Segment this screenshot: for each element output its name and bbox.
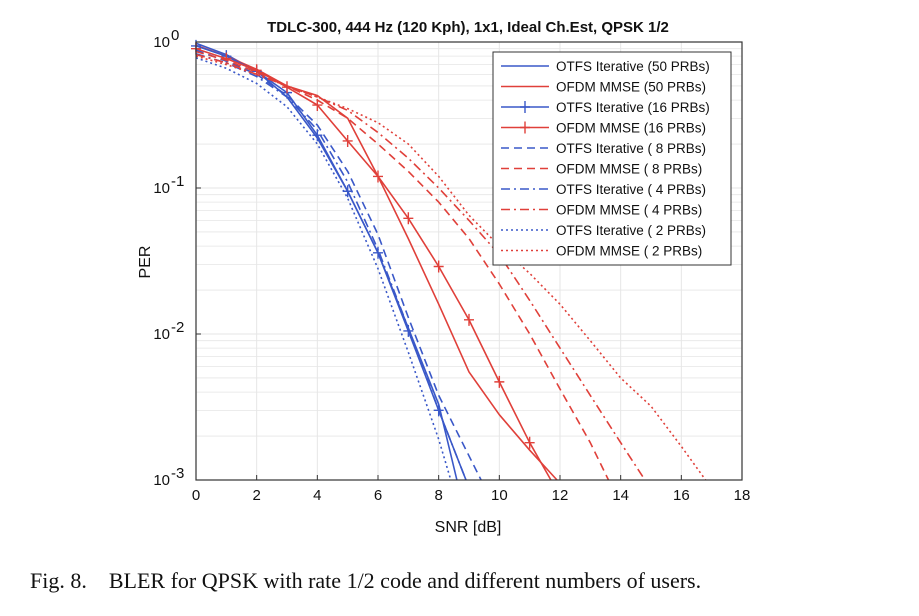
x-tick-label: 4 xyxy=(313,487,321,504)
series-1 xyxy=(195,42,458,481)
series-7 xyxy=(195,53,467,481)
series-line xyxy=(195,55,707,481)
series-layer xyxy=(191,39,707,481)
legend-entry-label: OTFS Iterative ( 2 PRBs) xyxy=(556,223,706,238)
legend-marker xyxy=(520,101,530,113)
legend-entry-label: OFDM MMSE ( 4 PRBs) xyxy=(556,203,702,218)
legend-entry-label: OFDM MMSE ( 2 PRBs) xyxy=(556,244,702,259)
x-tick-label: 18 xyxy=(734,487,751,504)
series-marker xyxy=(373,170,383,183)
series-line xyxy=(195,45,467,481)
y-tick-label: 10 xyxy=(153,472,170,489)
series-8 xyxy=(195,53,646,481)
plot-frame xyxy=(195,41,743,481)
legend-entry-label: OTFS Iterative (50 PRBs) xyxy=(556,59,710,74)
y-tick-label: 10 xyxy=(153,326,170,343)
x-tick-label: 6 xyxy=(374,487,382,504)
series-marker xyxy=(433,404,444,417)
y-tick-label: 10 xyxy=(153,34,170,51)
legend-entry-label: OTFS Iterative (16 PRBs) xyxy=(556,100,710,115)
per-vs-snr-chart: TDLC-300, 444 Hz (120 Kph), 1x1, Ideal C… xyxy=(137,19,751,536)
series-marker xyxy=(403,212,414,225)
series-line xyxy=(195,49,482,481)
legend-entry-label: OTFS Iterative ( 4 PRBs) xyxy=(556,182,706,197)
x-tick-label: 12 xyxy=(552,487,569,504)
legend-marker xyxy=(520,121,530,134)
x-tick-label: 8 xyxy=(434,487,442,504)
y-axis-label: PER xyxy=(137,246,154,279)
caption-text: BLER for QPSK with rate 1/2 code and dif… xyxy=(108,568,702,593)
legend-entry-label: OFDM MMSE (50 PRBs) xyxy=(556,80,706,95)
series-9 xyxy=(195,57,452,481)
x-axis-label: SNR [dB] xyxy=(435,519,502,536)
series-line xyxy=(195,57,452,481)
series-marker xyxy=(342,134,353,147)
chart-title: TDLC-300, 444 Hz (120 Kph), 1x1, Ideal C… xyxy=(267,19,669,36)
y-tick-exponent: -1 xyxy=(171,173,184,190)
y-tick-label: 10 xyxy=(153,180,170,197)
series-line xyxy=(195,53,646,481)
series-10 xyxy=(195,55,707,481)
x-tick-label: 16 xyxy=(673,487,690,504)
series-line xyxy=(195,42,458,481)
y-tick-exponent: -2 xyxy=(171,319,184,336)
y-tick-exponent: 0 xyxy=(171,27,179,44)
legend: OTFS Iterative (50 PRBs) OFDM MMSE (50 PR… xyxy=(492,51,732,266)
y-tick-exponent: -3 xyxy=(171,465,184,482)
x-tick-label: 0 xyxy=(192,487,200,504)
series-5 xyxy=(195,49,482,481)
legend-entry-label: OFDM MMSE (16 PRBs) xyxy=(556,121,706,136)
series-marker xyxy=(433,260,444,273)
legend-entry-label: OFDM MMSE ( 8 PRBs) xyxy=(556,162,702,177)
series-marker xyxy=(524,436,535,449)
series-marker xyxy=(494,375,505,388)
x-tick-label: 10 xyxy=(491,487,508,504)
x-axis-ticks: 0 2 4 6 8 10 12 14 16 18 xyxy=(192,475,751,504)
x-tick-label: 2 xyxy=(252,487,260,504)
figure-caption: Fig. 8. BLER for QPSK with rate 1/2 code … xyxy=(30,568,910,594)
series-marker xyxy=(464,313,474,326)
x-tick-label: 14 xyxy=(612,487,629,504)
series-line xyxy=(195,53,467,481)
legend-entry-label: OTFS Iterative ( 8 PRBs) xyxy=(556,141,706,156)
figure-number: Fig. 8. xyxy=(30,568,87,593)
